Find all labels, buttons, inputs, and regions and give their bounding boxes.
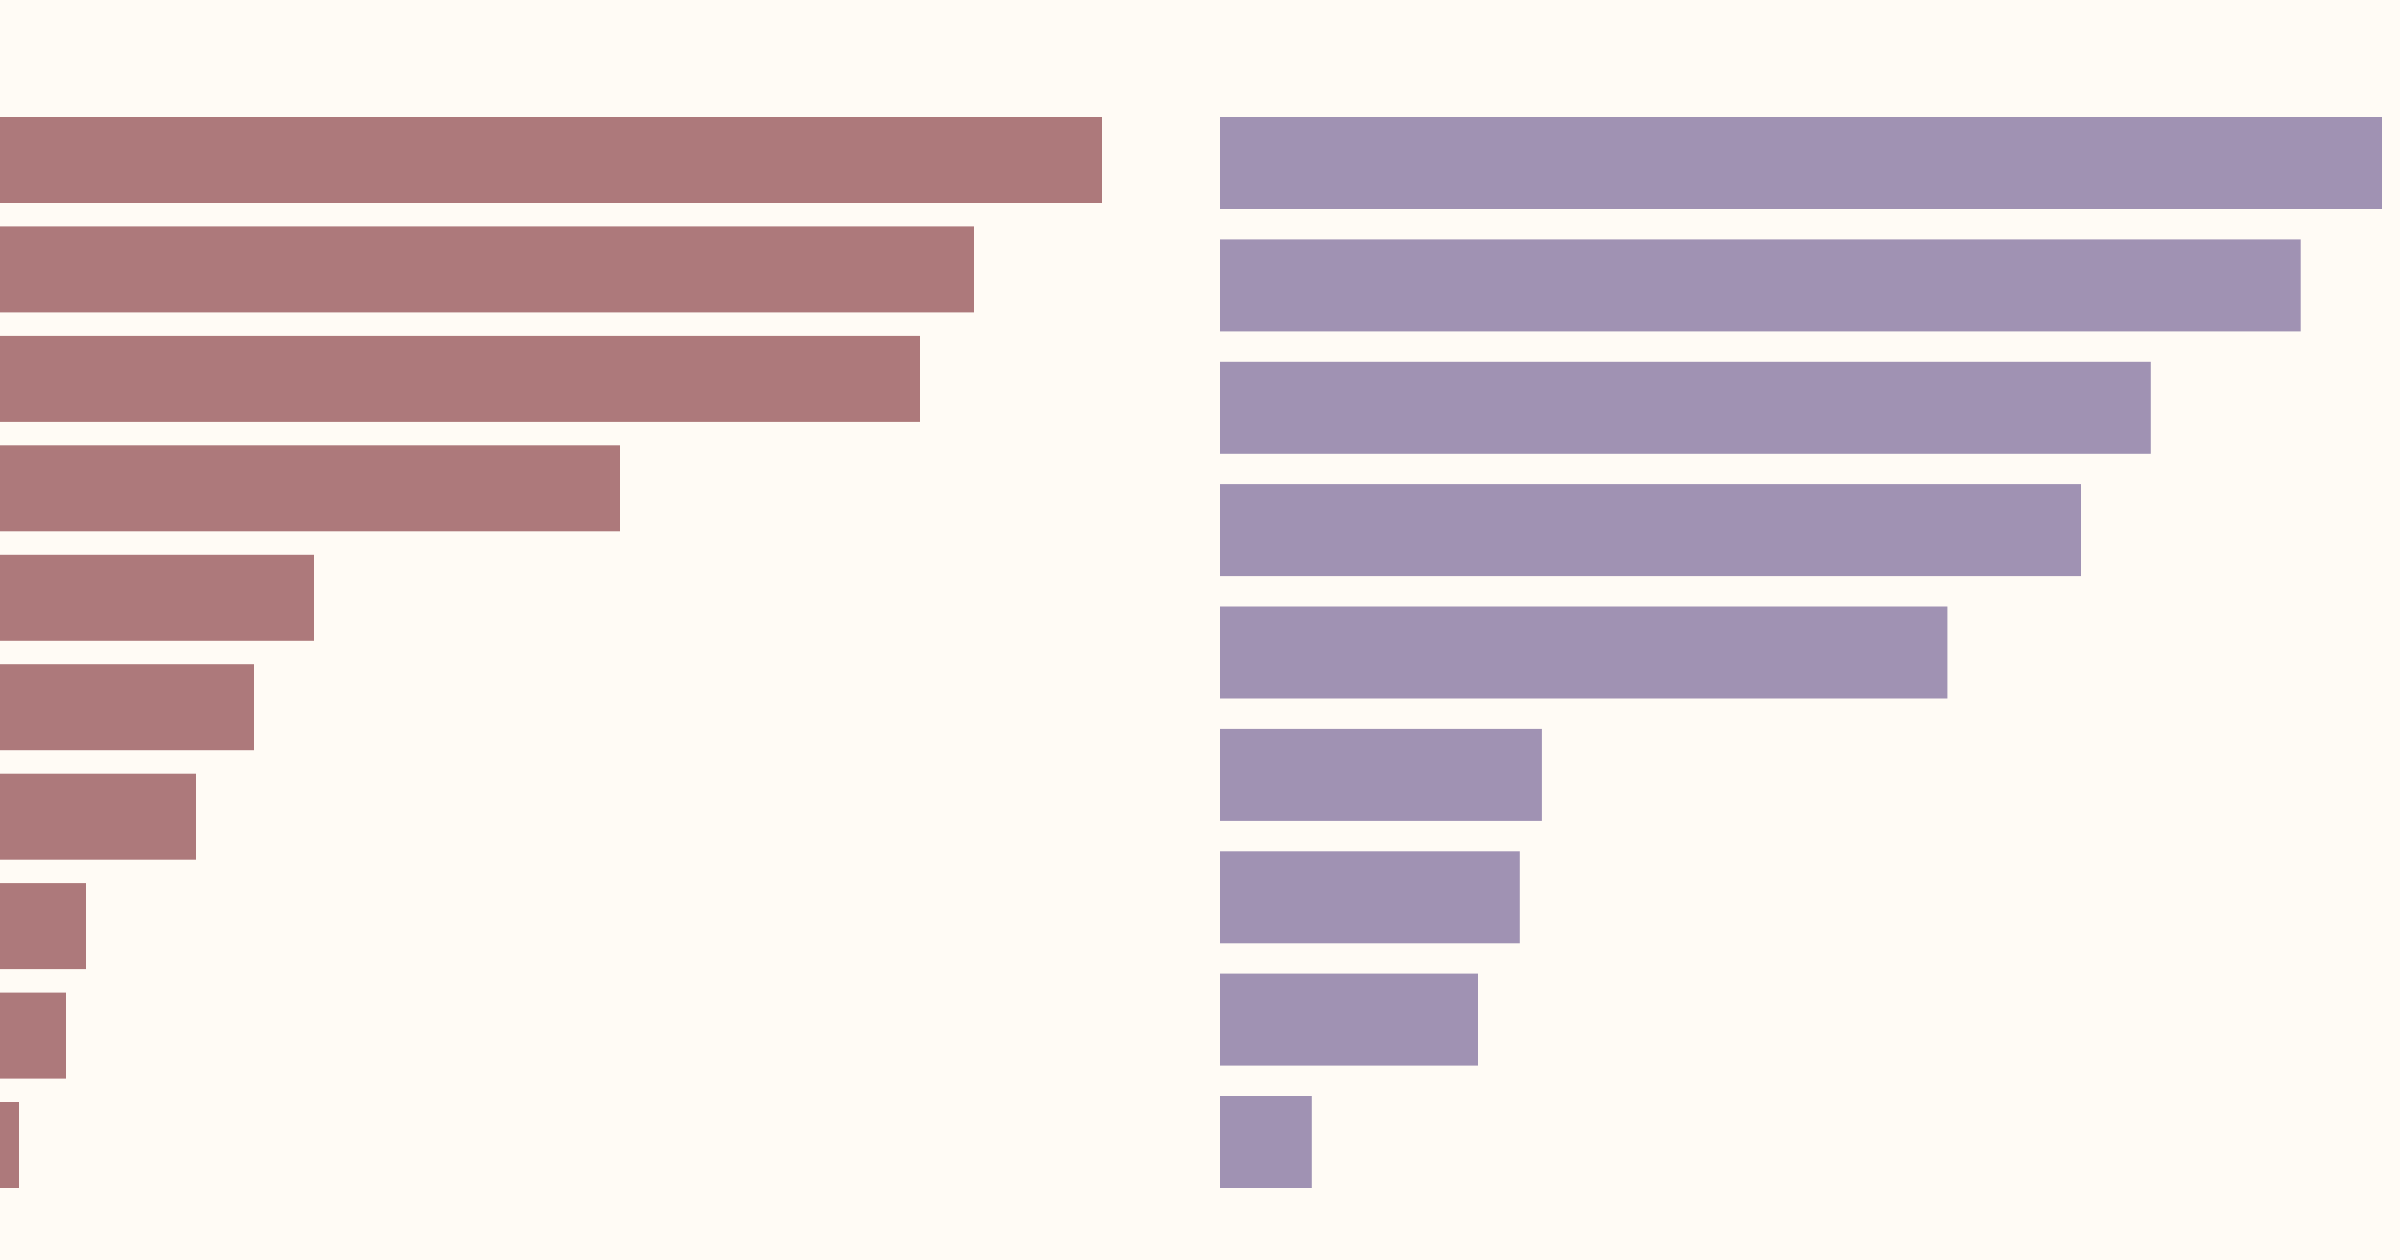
left-bar-5 (0, 554, 314, 641)
left-bar-3 (0, 335, 920, 422)
left-bar-4 (0, 445, 620, 532)
right-bar-3 (1220, 361, 2151, 454)
right-bar-2 (1220, 239, 2301, 332)
left-bar-10 (0, 1102, 19, 1188)
left-bar-1 (0, 117, 1102, 203)
left-bar-6 (0, 664, 254, 751)
right-bar-panel (1220, 117, 2382, 1188)
left-bar-8 (0, 883, 86, 970)
right-bar-7 (1220, 851, 1520, 944)
right-bar-9 (1220, 1096, 1312, 1188)
right-bar-8 (1220, 973, 1478, 1066)
left-bar-2 (0, 226, 974, 313)
left-bar-7 (0, 773, 196, 860)
left-bar-panel (0, 117, 1102, 1188)
left-bar-9 (0, 992, 66, 1079)
right-bar-6 (1220, 728, 1542, 821)
right-bar-5 (1220, 606, 1948, 699)
right-bar-4 (1220, 484, 2081, 577)
right-bar-1 (1220, 117, 2382, 209)
